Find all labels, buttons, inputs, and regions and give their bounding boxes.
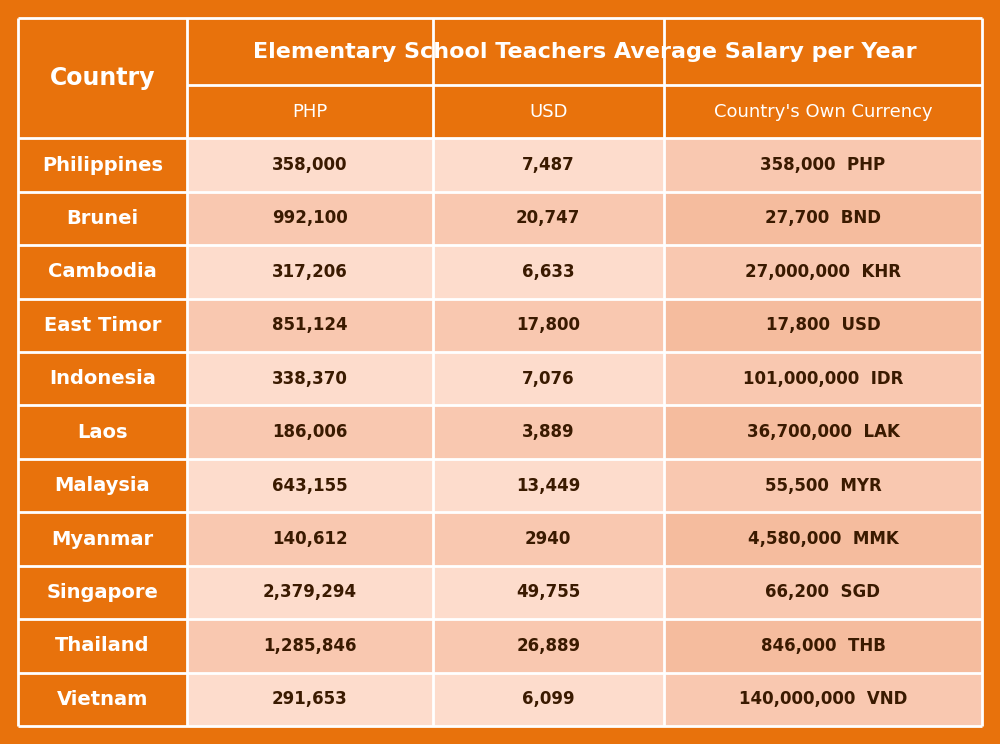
Text: 851,124: 851,124 <box>272 316 347 334</box>
Bar <box>18 138 187 192</box>
Bar <box>433 619 664 673</box>
Text: Country: Country <box>50 66 155 90</box>
Bar <box>433 352 664 405</box>
Bar <box>664 86 982 138</box>
Text: 55,500  MYR: 55,500 MYR <box>765 477 881 495</box>
Text: Laos: Laos <box>77 423 128 442</box>
Text: 49,755: 49,755 <box>516 583 580 601</box>
Bar <box>187 138 433 192</box>
Bar <box>433 298 664 352</box>
Text: 36,700,000  LAK: 36,700,000 LAK <box>747 423 899 441</box>
Text: Thailand: Thailand <box>55 636 150 655</box>
Text: East Timor: East Timor <box>44 316 161 335</box>
Bar <box>433 565 664 619</box>
Text: Country's Own Currency: Country's Own Currency <box>714 103 932 121</box>
Text: 4,580,000  MMK: 4,580,000 MMK <box>748 530 898 548</box>
Bar <box>433 405 664 459</box>
Text: 66,200  SGD: 66,200 SGD <box>765 583 880 601</box>
Bar <box>664 565 982 619</box>
Text: 358,000  PHP: 358,000 PHP <box>760 156 886 174</box>
Text: 338,370: 338,370 <box>272 370 348 388</box>
Text: 186,006: 186,006 <box>272 423 347 441</box>
Bar <box>433 673 664 726</box>
Text: 846,000  THB: 846,000 THB <box>761 637 885 655</box>
Text: 291,653: 291,653 <box>272 690 347 708</box>
Text: 140,612: 140,612 <box>272 530 347 548</box>
Text: 27,000,000  KHR: 27,000,000 KHR <box>745 263 901 281</box>
Bar <box>187 673 433 726</box>
Text: 26,889: 26,889 <box>516 637 580 655</box>
Text: PHP: PHP <box>292 103 327 121</box>
Bar <box>18 18 187 138</box>
Bar <box>664 138 982 192</box>
Text: Brunei: Brunei <box>66 209 138 228</box>
Text: Vietnam: Vietnam <box>57 690 148 709</box>
Text: 6,633: 6,633 <box>522 263 575 281</box>
Bar <box>187 18 982 86</box>
Text: 6,099: 6,099 <box>522 690 575 708</box>
Bar <box>433 246 664 298</box>
Bar <box>187 86 433 138</box>
Bar <box>187 246 433 298</box>
Text: 20,747: 20,747 <box>516 210 580 228</box>
Bar <box>433 459 664 513</box>
Bar <box>664 298 982 352</box>
Text: Elementary School Teachers Average Salary per Year: Elementary School Teachers Average Salar… <box>253 42 916 62</box>
Text: Indonesia: Indonesia <box>49 369 156 388</box>
Text: 101,000,000  IDR: 101,000,000 IDR <box>743 370 903 388</box>
Text: 643,155: 643,155 <box>272 477 347 495</box>
Text: 3,889: 3,889 <box>522 423 575 441</box>
Text: 7,487: 7,487 <box>522 156 575 174</box>
Bar <box>664 405 982 459</box>
Text: 317,206: 317,206 <box>272 263 347 281</box>
Bar <box>433 513 664 565</box>
Bar <box>187 513 433 565</box>
Text: 17,800: 17,800 <box>516 316 580 334</box>
Text: 13,449: 13,449 <box>516 477 580 495</box>
Text: 17,800  USD: 17,800 USD <box>766 316 880 334</box>
Bar <box>18 298 187 352</box>
Bar <box>18 459 187 513</box>
Bar <box>664 192 982 246</box>
Text: Cambodia: Cambodia <box>48 263 157 281</box>
Bar <box>664 459 982 513</box>
Text: 2,379,294: 2,379,294 <box>263 583 357 601</box>
Text: 7,076: 7,076 <box>522 370 575 388</box>
Bar <box>187 405 433 459</box>
Bar <box>18 565 187 619</box>
Bar <box>664 246 982 298</box>
Text: 1,285,846: 1,285,846 <box>263 637 356 655</box>
Text: USD: USD <box>529 103 567 121</box>
Bar <box>18 246 187 298</box>
Text: Singapore: Singapore <box>46 583 158 602</box>
Bar <box>664 513 982 565</box>
Bar <box>187 565 433 619</box>
Bar <box>18 405 187 459</box>
Bar <box>664 352 982 405</box>
Bar <box>664 673 982 726</box>
Bar <box>433 86 664 138</box>
Text: 140,000,000  VND: 140,000,000 VND <box>739 690 907 708</box>
Bar <box>664 619 982 673</box>
Text: 992,100: 992,100 <box>272 210 347 228</box>
Text: 2940: 2940 <box>525 530 571 548</box>
Bar <box>18 619 187 673</box>
Bar <box>187 619 433 673</box>
Bar <box>18 513 187 565</box>
Text: 27,700  BND: 27,700 BND <box>765 210 881 228</box>
Bar <box>18 192 187 246</box>
Bar <box>187 459 433 513</box>
Bar <box>433 192 664 246</box>
Text: 358,000: 358,000 <box>272 156 347 174</box>
Bar <box>18 673 187 726</box>
Text: Myanmar: Myanmar <box>51 530 153 548</box>
Text: Malaysia: Malaysia <box>55 476 150 495</box>
Bar <box>187 192 433 246</box>
Bar <box>433 138 664 192</box>
Bar <box>18 352 187 405</box>
Text: Philippines: Philippines <box>42 155 163 175</box>
Bar <box>187 298 433 352</box>
Bar <box>187 352 433 405</box>
